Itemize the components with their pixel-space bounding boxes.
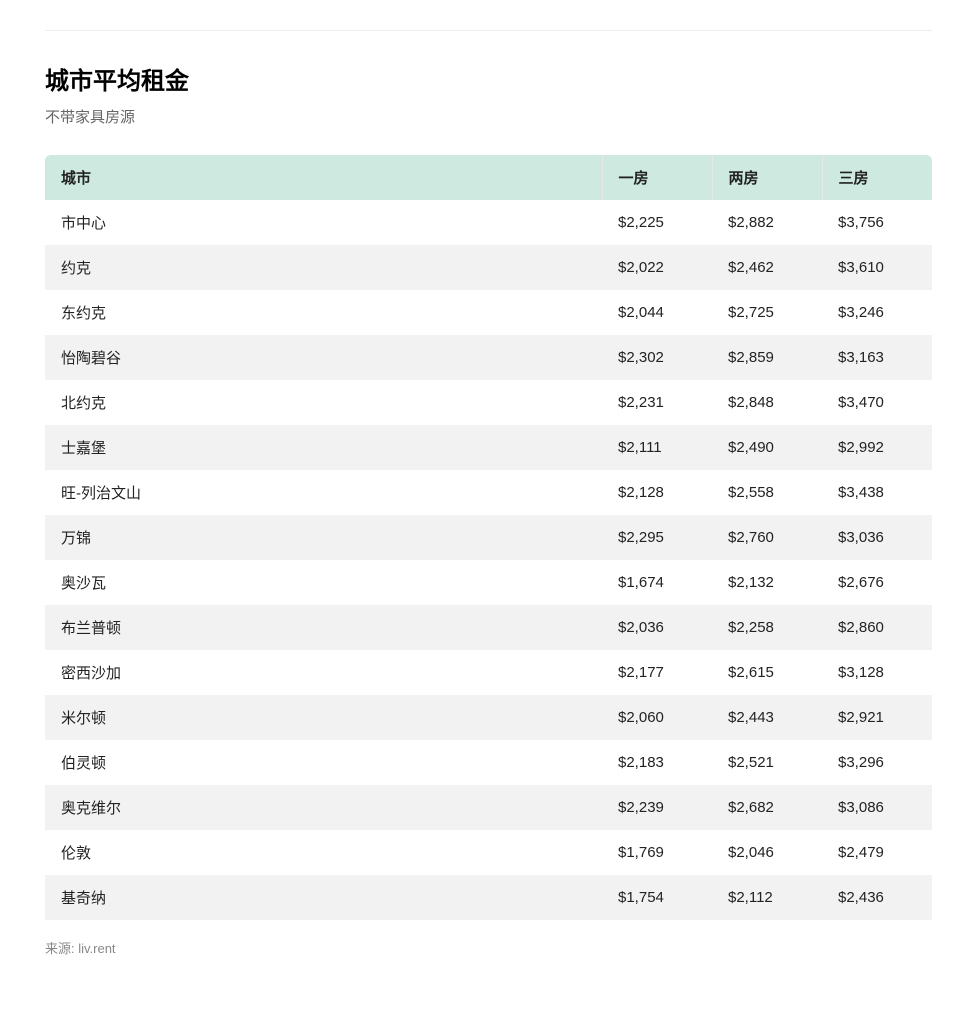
cell-city: 北约克 bbox=[45, 380, 602, 425]
cell-price: $2,860 bbox=[822, 605, 932, 650]
cell-price: $2,044 bbox=[602, 290, 712, 335]
cell-price: $2,443 bbox=[712, 695, 822, 740]
col-city: 城市 bbox=[45, 155, 602, 200]
table-row: 怡陶碧谷$2,302$2,859$3,163 bbox=[45, 335, 932, 380]
cell-price: $1,754 bbox=[602, 875, 712, 920]
cell-price: $2,231 bbox=[602, 380, 712, 425]
table-row: 东约克$2,044$2,725$3,246 bbox=[45, 290, 932, 335]
cell-price: $2,462 bbox=[712, 245, 822, 290]
cell-price: $2,760 bbox=[712, 515, 822, 560]
table-row: 约克$2,022$2,462$3,610 bbox=[45, 245, 932, 290]
cell-city: 奥克维尔 bbox=[45, 785, 602, 830]
cell-price: $2,183 bbox=[602, 740, 712, 785]
cell-city: 约克 bbox=[45, 245, 602, 290]
cell-price: $1,769 bbox=[602, 830, 712, 875]
table-row: 万锦$2,295$2,760$3,036 bbox=[45, 515, 932, 560]
cell-price: $2,479 bbox=[822, 830, 932, 875]
cell-city: 士嘉堡 bbox=[45, 425, 602, 470]
table-header-row: 城市 一房 两房 三房 bbox=[45, 155, 932, 200]
page-title: 城市平均租金 bbox=[45, 61, 932, 96]
cell-price: $2,921 bbox=[822, 695, 932, 740]
cell-price: $2,295 bbox=[602, 515, 712, 560]
cell-price: $2,046 bbox=[712, 830, 822, 875]
cell-city: 怡陶碧谷 bbox=[45, 335, 602, 380]
cell-city: 基奇纳 bbox=[45, 875, 602, 920]
cell-city: 伯灵顿 bbox=[45, 740, 602, 785]
cell-price: $2,132 bbox=[712, 560, 822, 605]
cell-price: $3,086 bbox=[822, 785, 932, 830]
cell-city: 布兰普顿 bbox=[45, 605, 602, 650]
col-2br: 两房 bbox=[712, 155, 822, 200]
cell-price: $2,302 bbox=[602, 335, 712, 380]
cell-price: $3,438 bbox=[822, 470, 932, 515]
cell-price: $2,558 bbox=[712, 470, 822, 515]
cell-price: $2,060 bbox=[602, 695, 712, 740]
cell-city: 密西沙加 bbox=[45, 650, 602, 695]
table-row: 旺-列治文山$2,128$2,558$3,438 bbox=[45, 470, 932, 515]
cell-price: $2,521 bbox=[712, 740, 822, 785]
cell-city: 万锦 bbox=[45, 515, 602, 560]
cell-price: $3,470 bbox=[822, 380, 932, 425]
source-note: 来源: liv.rent bbox=[45, 938, 932, 957]
cell-price: $3,296 bbox=[822, 740, 932, 785]
cell-price: $2,022 bbox=[602, 245, 712, 290]
cell-price: $3,610 bbox=[822, 245, 932, 290]
cell-city: 伦敦 bbox=[45, 830, 602, 875]
cell-price: $3,246 bbox=[822, 290, 932, 335]
table-row: 布兰普顿$2,036$2,258$2,860 bbox=[45, 605, 932, 650]
cell-price: $1,674 bbox=[602, 560, 712, 605]
cell-price: $2,111 bbox=[602, 425, 712, 470]
cell-price: $2,490 bbox=[712, 425, 822, 470]
cell-price: $2,615 bbox=[712, 650, 822, 695]
cell-price: $2,239 bbox=[602, 785, 712, 830]
cell-price: $2,128 bbox=[602, 470, 712, 515]
table-row: 士嘉堡$2,111$2,490$2,992 bbox=[45, 425, 932, 470]
cell-price: $3,128 bbox=[822, 650, 932, 695]
table-row: 密西沙加$2,177$2,615$3,128 bbox=[45, 650, 932, 695]
rent-table: 城市 一房 两房 三房 市中心$2,225$2,882$3,756约克$2,02… bbox=[45, 155, 932, 920]
cell-price: $3,036 bbox=[822, 515, 932, 560]
page-subtitle: 不带家具房源 bbox=[45, 106, 932, 127]
cell-city: 旺-列治文山 bbox=[45, 470, 602, 515]
table-row: 伯灵顿$2,183$2,521$3,296 bbox=[45, 740, 932, 785]
cell-city: 米尔顿 bbox=[45, 695, 602, 740]
table-row: 米尔顿$2,060$2,443$2,921 bbox=[45, 695, 932, 740]
cell-price: $3,756 bbox=[822, 200, 932, 245]
cell-price: $2,725 bbox=[712, 290, 822, 335]
cell-price: $2,177 bbox=[602, 650, 712, 695]
cell-price: $2,225 bbox=[602, 200, 712, 245]
table-row: 奥克维尔$2,239$2,682$3,086 bbox=[45, 785, 932, 830]
top-divider bbox=[45, 30, 932, 31]
table-row: 市中心$2,225$2,882$3,756 bbox=[45, 200, 932, 245]
cell-price: $2,682 bbox=[712, 785, 822, 830]
cell-price: $3,163 bbox=[822, 335, 932, 380]
cell-price: $2,882 bbox=[712, 200, 822, 245]
cell-price: $2,859 bbox=[712, 335, 822, 380]
col-1br: 一房 bbox=[602, 155, 712, 200]
table-row: 奥沙瓦$1,674$2,132$2,676 bbox=[45, 560, 932, 605]
cell-price: $2,036 bbox=[602, 605, 712, 650]
cell-city: 东约克 bbox=[45, 290, 602, 335]
cell-price: $2,112 bbox=[712, 875, 822, 920]
cell-price: $2,992 bbox=[822, 425, 932, 470]
table-row: 北约克$2,231$2,848$3,470 bbox=[45, 380, 932, 425]
cell-price: $2,676 bbox=[822, 560, 932, 605]
cell-price: $2,848 bbox=[712, 380, 822, 425]
table-row: 伦敦$1,769$2,046$2,479 bbox=[45, 830, 932, 875]
table-body: 市中心$2,225$2,882$3,756约克$2,022$2,462$3,61… bbox=[45, 200, 932, 920]
cell-city: 奥沙瓦 bbox=[45, 560, 602, 605]
col-3br: 三房 bbox=[822, 155, 932, 200]
table-row: 基奇纳$1,754$2,112$2,436 bbox=[45, 875, 932, 920]
cell-price: $2,258 bbox=[712, 605, 822, 650]
cell-city: 市中心 bbox=[45, 200, 602, 245]
cell-price: $2,436 bbox=[822, 875, 932, 920]
